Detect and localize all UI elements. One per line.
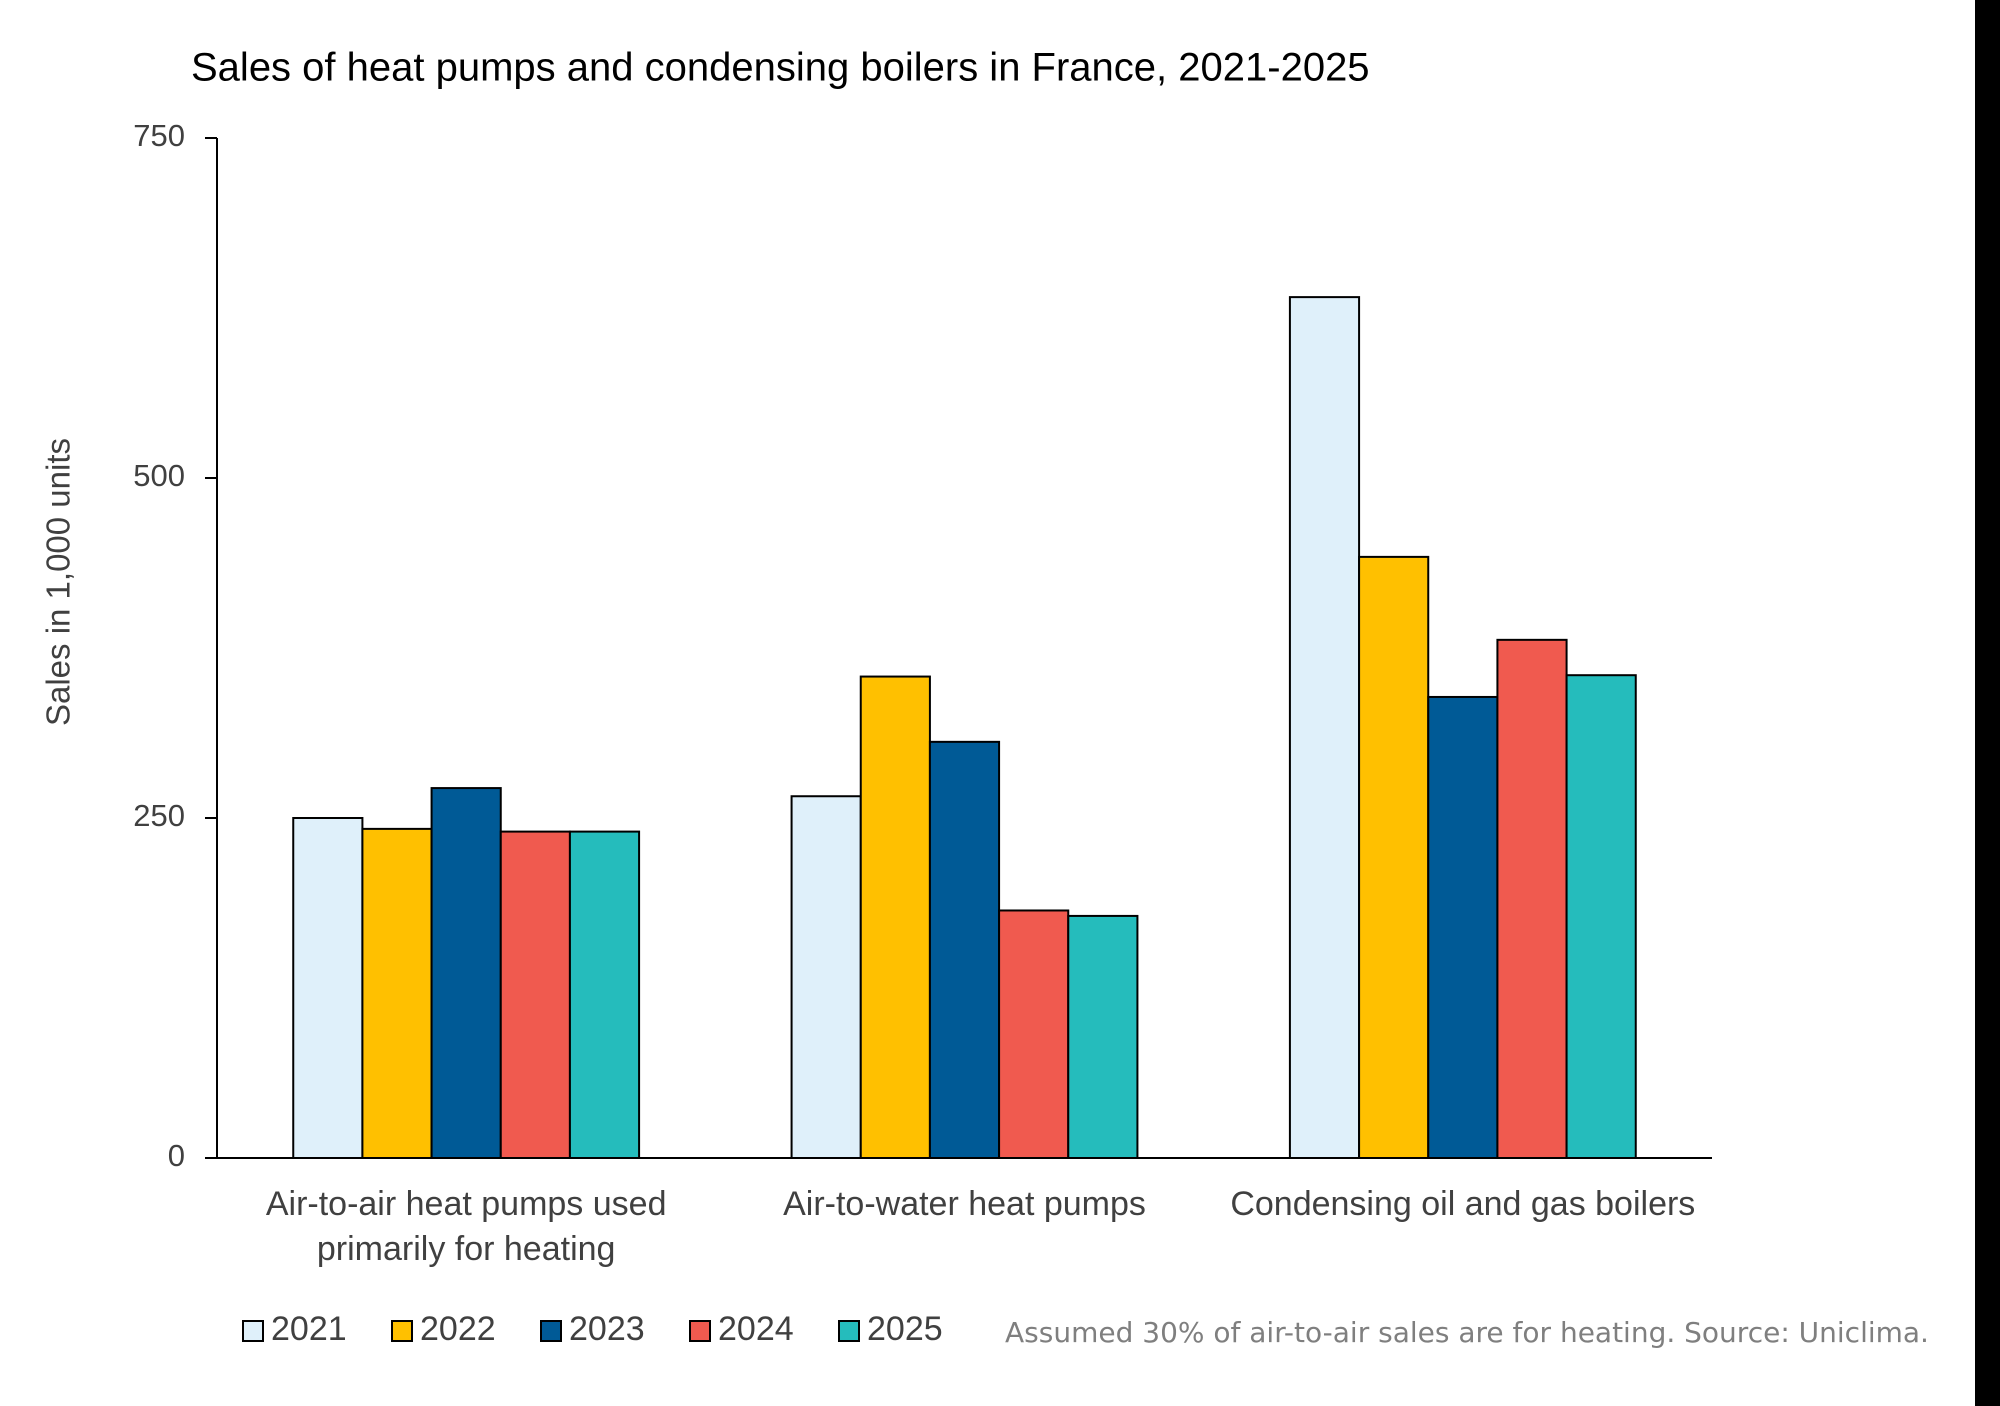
x-tick-label: Condensing oil and gas boilers bbox=[1230, 1185, 1695, 1223]
bar bbox=[859, 675, 931, 1159]
bar bbox=[998, 909, 1070, 1159]
legend-label: 2022 bbox=[420, 1310, 496, 1348]
bar bbox=[499, 830, 571, 1159]
bar bbox=[1427, 695, 1499, 1160]
bar bbox=[1358, 555, 1430, 1159]
y-tick-label: 250 bbox=[133, 798, 185, 833]
legend-swatch bbox=[242, 1320, 264, 1342]
bar bbox=[790, 795, 862, 1159]
bar bbox=[1067, 914, 1139, 1159]
x-tick-line: Air-to-air heat pumps used bbox=[266, 1185, 667, 1223]
x-tick-line: Air-to-water heat pumps bbox=[783, 1185, 1146, 1223]
legend-label: 2023 bbox=[569, 1310, 645, 1348]
legend-swatch bbox=[689, 1320, 711, 1342]
x-tick-line: Condensing oil and gas boilers bbox=[1230, 1185, 1695, 1223]
bar bbox=[1496, 638, 1568, 1159]
bar bbox=[568, 830, 641, 1159]
x-tick-label: Air-to-water heat pumps bbox=[783, 1185, 1146, 1223]
legend-label: 2021 bbox=[271, 1310, 347, 1348]
bar bbox=[928, 740, 1001, 1160]
bar bbox=[1565, 674, 1637, 1159]
legend-swatch bbox=[540, 1320, 562, 1342]
legend-swatch bbox=[838, 1320, 860, 1342]
bar bbox=[292, 817, 364, 1159]
bar bbox=[361, 827, 433, 1159]
note: Assumed 30% of air-to-air sales are for … bbox=[1005, 1316, 1929, 1349]
legend-label: 2025 bbox=[867, 1310, 943, 1348]
bar bbox=[430, 787, 502, 1160]
y-axis-label: Sales in 1,000 units bbox=[40, 438, 77, 726]
x-tick-line: primarily for heating bbox=[317, 1230, 616, 1268]
legend-swatch bbox=[391, 1320, 413, 1342]
y-tick-label: 500 bbox=[133, 458, 185, 493]
chart-title: Sales of heat pumps and condensing boile… bbox=[191, 46, 1370, 90]
x-tick-label: Air-to-air heat pumps used primarily for … bbox=[266, 1185, 667, 1268]
bar bbox=[1288, 296, 1361, 1159]
legend-label: 2024 bbox=[718, 1310, 794, 1348]
edge-bar bbox=[1975, 0, 2000, 1406]
y-tick-label: 750 bbox=[133, 118, 185, 153]
y-tick-label: 0 bbox=[168, 1138, 185, 1173]
